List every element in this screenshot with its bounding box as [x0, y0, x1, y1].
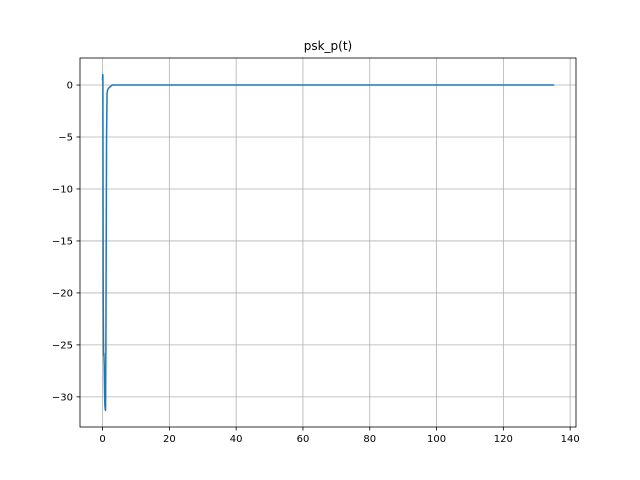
y-tick-label: 0 [67, 81, 73, 92]
y-tick-label: −15 [52, 236, 73, 247]
y-tick-label: −30 [52, 392, 73, 403]
x-tick-label: 0 [99, 434, 105, 445]
chart-title: psk_p(t) [304, 39, 353, 53]
x-tick-label: 100 [427, 434, 446, 445]
x-tick-label: 60 [297, 434, 310, 445]
x-tick-label: 140 [561, 434, 580, 445]
y-tick-label: −10 [52, 184, 73, 195]
ticks: 0 20 40 60 80 100 120 140 0 −5 −10 −15 −20 −25 −30 [52, 81, 580, 445]
y-tick-label: −20 [52, 288, 73, 299]
x-tick-label: 80 [363, 434, 376, 445]
grid [80, 58, 576, 427]
y-tick-label: −5 [58, 132, 73, 143]
x-tick-label: 40 [230, 434, 243, 445]
series-line-0 [101, 73, 555, 412]
y-tick-label: −25 [52, 340, 73, 351]
plot-frame [79, 57, 577, 428]
series-layer [101, 73, 555, 412]
x-tick-label: 20 [163, 434, 176, 445]
x-tick-label: 120 [494, 434, 513, 445]
